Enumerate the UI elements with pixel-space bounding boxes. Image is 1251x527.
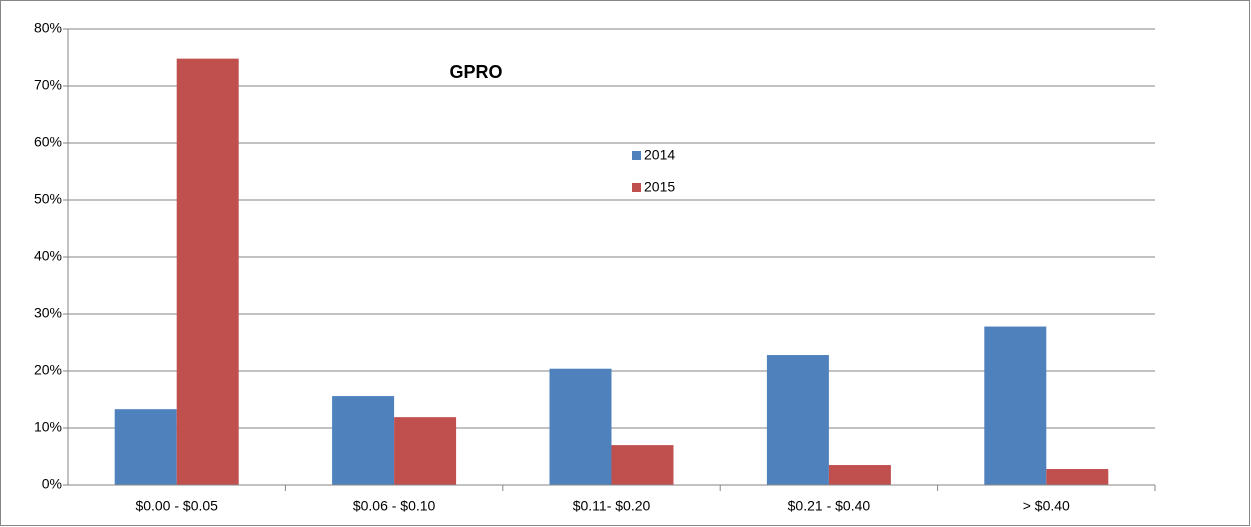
- y-tick-label: 20%: [34, 362, 62, 378]
- chart-title: GPRO: [449, 62, 502, 82]
- y-tick-label: 10%: [34, 419, 62, 435]
- y-tick-label: 50%: [34, 191, 62, 207]
- bar: [394, 417, 457, 485]
- bar: [1046, 469, 1109, 485]
- legend-label: 2015: [644, 179, 675, 195]
- bar: [984, 326, 1047, 485]
- x-tick-label: $0.00 - $0.05: [135, 498, 218, 514]
- y-tick-label: 70%: [34, 77, 62, 93]
- bar: [828, 465, 891, 485]
- bar: [114, 409, 177, 485]
- x-tick-label: $0.21 - $0.40: [788, 498, 871, 514]
- bar: [549, 368, 612, 485]
- x-tick-label: $0.11- $0.20: [573, 498, 651, 514]
- y-tick-label: 60%: [34, 134, 62, 150]
- x-tick-label: > $0.40: [1023, 498, 1070, 514]
- y-tick-label: 40%: [34, 248, 62, 264]
- y-tick-label: 0%: [42, 476, 62, 492]
- bar: [611, 445, 674, 485]
- y-tick-label: 30%: [34, 305, 62, 321]
- y-tick-label: 80%: [34, 20, 62, 36]
- bar: [766, 355, 829, 485]
- bar: [176, 58, 239, 485]
- bar: [332, 396, 395, 485]
- legend-label: 2014: [644, 147, 675, 163]
- legend-swatch: [632, 183, 641, 192]
- legend-swatch: [632, 151, 641, 160]
- x-tick-label: $0.06 - $0.10: [353, 498, 436, 514]
